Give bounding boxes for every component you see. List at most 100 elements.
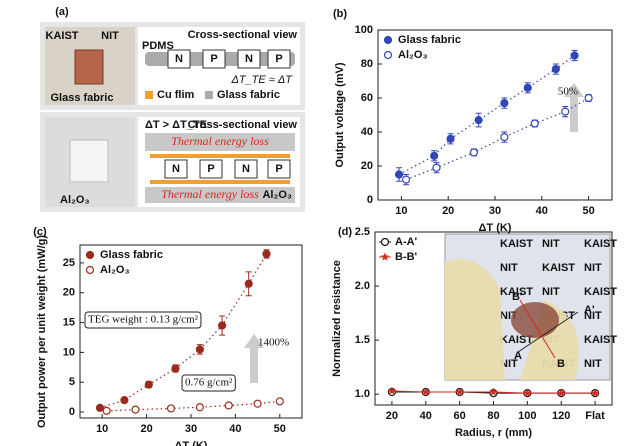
panel-label: (a) [55,6,69,18]
view-label: Cross-sectional view [188,29,298,41]
legend-marker [385,37,392,44]
leg-label: P [275,163,282,175]
marker [571,52,578,59]
y-tick-label: 100 [355,24,373,36]
legend-marker [381,253,390,261]
marker [121,397,128,404]
marker [562,108,569,115]
x-tick-label: 40 [536,205,548,217]
legend-marker [87,252,94,259]
marker [168,405,175,412]
legend-label: Cu flim [157,89,194,101]
marker [145,381,152,388]
leg-label: P [275,53,282,65]
x-tick-label: Flat [585,410,605,422]
legend-label: Al₂O₃ [100,264,130,276]
annotation: 50% [558,86,578,98]
y-tick-label: 20 [63,287,75,299]
logo: NIT [584,262,602,274]
logo: KAIST [46,30,79,42]
legend-label: Glass fabric [217,89,280,101]
logo: KAIST [542,262,575,274]
x-axis-label: ΔT (K) [175,440,208,446]
legend-swatch [205,91,213,99]
x-tick-label: 50 [582,205,594,217]
y-tick-label: 0 [367,194,373,206]
x-tick-label: 100 [518,410,536,422]
device [511,302,559,338]
x-tick-label: 60 [454,410,466,422]
figure: (a) KAIST NIT Glass fabric Cross-section… [0,0,624,446]
y-axis-label: Normalized resistance [331,260,343,377]
marker [524,84,531,91]
inset-label: A [514,350,522,362]
annotation: TEG weight : 0.13 g/cm² [88,314,199,326]
legend-label: Glass fabric [398,34,461,46]
annotation: 1400% [258,337,289,349]
x-tick-label: 10 [96,423,108,435]
x-tick-label: 80 [487,410,499,422]
x-tick-label: 20 [442,205,454,217]
legend-marker [382,239,389,246]
y-tick-label: 60 [361,92,373,104]
x-tick-label: 20 [140,423,152,435]
x-tick-label: 30 [489,205,501,217]
marker [501,100,508,107]
y-tick-label: 40 [361,126,373,138]
x-tick-label: 40 [229,423,241,435]
leg-label: P [207,163,214,175]
y-axis-label: Output voltage (mV) [334,62,346,167]
panel-label: (d) [338,226,352,238]
logo: NIT [542,238,560,250]
y-tick-label: 0 [69,406,75,418]
x-axis-label: Radius, r (mm) [455,427,532,439]
marker [245,280,252,287]
leg-label: N [172,163,180,175]
marker [433,164,440,171]
electrode [150,154,290,158]
marker [403,176,410,183]
inset-label: A' [584,304,595,316]
marker [552,66,559,73]
marker [263,250,270,257]
page: (a) KAIST NIT Glass fabric Cross-section… [0,0,624,446]
logo: NIT [584,358,602,370]
legend-swatch [145,91,153,99]
delta-label: ΔT_TE ≈ ΔT [230,74,293,86]
leg-label: N [245,53,253,65]
marker [531,120,538,127]
y-tick-label: 1.5 [355,334,370,346]
leg-label: N [242,163,250,175]
loss-label: Thermal energy loss [161,187,259,201]
y-tick-label: 15 [63,316,75,328]
y-tick-label: 1.0 [355,388,370,400]
view-label: Cross-sectional view [188,119,298,131]
series-line [399,56,575,175]
x-tick-label: 30 [185,423,197,435]
marker [475,117,482,124]
loss-label: Thermal energy loss [171,134,269,148]
x-tick-label: 40 [420,410,432,422]
marker [431,152,438,159]
marker [470,149,477,156]
marker [501,134,508,141]
series-line [100,254,267,408]
substrate-label: Al₂O₃ [262,189,292,201]
device [75,50,103,84]
marker [276,398,283,405]
marker [196,404,203,411]
x-tick-label: 20 [386,410,398,422]
leg-label: N [175,53,183,65]
legend-label: Al₂O₃ [398,49,428,61]
logo: NIT [101,30,119,42]
legend-label: B-B' [395,251,418,263]
marker [219,322,226,329]
marker [96,404,103,411]
legend-label: A-A' [395,236,418,248]
legend-marker [385,52,392,59]
marker [103,407,110,414]
x-tick-label: 50 [274,423,286,435]
device [70,140,108,182]
marker [225,402,232,409]
photo-inset: KAISTNITKAISTNITKAISTNITKAISTNITKAISTNIT… [445,234,617,380]
